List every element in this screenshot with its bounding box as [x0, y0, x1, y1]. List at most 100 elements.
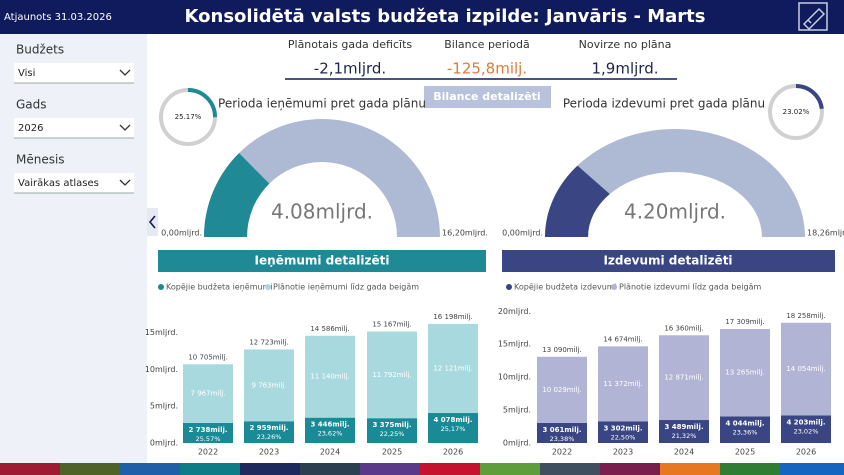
dropdown-value[interactable]: 2026: [18, 123, 43, 134]
bar-value-label: 11 792milj.: [372, 371, 411, 379]
gauge-track: [545, 129, 805, 237]
bar-total-label: 12 723milj.: [249, 338, 288, 346]
bar-segment: [781, 415, 831, 443]
bar-segment: [428, 413, 478, 443]
bar-percent-label: 21,32%: [672, 432, 697, 440]
balance-button[interactable]: [424, 86, 551, 108]
x-tick-label: 2026: [443, 448, 463, 457]
section-title[interactable]: Izdevumi detalizēti: [603, 254, 732, 268]
kpi-value: -125,8milj.: [447, 60, 527, 78]
dropdown-value[interactable]: Visi: [18, 68, 35, 79]
bar-value-label: 14 054milj.: [786, 365, 825, 373]
gauge-limit: 0,00mljrd.: [502, 229, 543, 238]
y-tick-label: 15mljrd.: [145, 328, 178, 337]
bar-segment: [367, 331, 417, 419]
x-tick-label: 2025: [735, 448, 755, 457]
donut-fill: [795, 84, 824, 110]
bar-value-label: 12 871milj.: [664, 374, 703, 382]
filter-label: Gads: [16, 98, 47, 112]
bar-value-label: 4 044milj.: [725, 419, 764, 427]
x-tick-label: 2023: [259, 448, 279, 457]
bar-total-label: 16 360milj.: [664, 324, 703, 332]
bar-percent-label: 23,26%: [257, 433, 282, 441]
bar-segment: [781, 322, 831, 416]
balance-button-label[interactable]: Bilance detalizēti: [433, 90, 540, 103]
bar-total-label: 14 674milj.: [603, 335, 642, 343]
bar-total-label: 17 309milj.: [725, 318, 764, 326]
bar-total-label: 14 586milj.: [310, 325, 349, 333]
dropdown-chevron: [119, 179, 131, 186]
bar-segment: [537, 356, 587, 423]
bar-value-label: 3 375milj.: [372, 421, 411, 429]
page-title: Konsolidētā valsts budžeta izpilde: Janv…: [185, 6, 706, 27]
bar-percent-label: 25,57%: [196, 435, 221, 443]
donut-label: 25.17%: [175, 113, 202, 121]
bar-value-label: 3 061milj.: [542, 426, 581, 434]
section-title[interactable]: Ieņēmumi detalizēti: [255, 254, 390, 268]
section-header[interactable]: [158, 250, 486, 272]
legend-swatch: [611, 284, 617, 290]
kpi-label: Novirze no plāna: [579, 38, 672, 51]
x-tick-label: 2023: [613, 448, 633, 457]
bar-value-label: 12 121milj.: [433, 364, 472, 372]
bar-value-label: 9 763milj.: [252, 381, 287, 389]
x-tick-label: 2024: [674, 448, 694, 457]
legend-swatch: [158, 284, 164, 290]
legend-label[interactable]: Kopējie budžeta ieņēmumi: [166, 283, 273, 293]
x-tick-label: 2024: [320, 448, 340, 457]
bar-value-label: 11 140milj.: [310, 373, 349, 381]
bar-segment: [305, 335, 355, 418]
bar-value-label: 13 265milj.: [725, 369, 764, 377]
bar-percent-label: 25,17%: [441, 425, 466, 433]
bar-segment: [537, 422, 587, 443]
gauge-fill: [545, 165, 610, 237]
gauge-track: [204, 119, 440, 237]
bar-segment: [183, 422, 233, 443]
bar-segment: [598, 421, 648, 443]
updated-date: Atjaunots 31.03.2026: [4, 12, 112, 23]
logo-icon: [798, 2, 828, 31]
bar-total-label: 16 198milj.: [433, 313, 472, 321]
bar-segment: [659, 420, 709, 443]
y-tick-label: 20mljrd.: [498, 307, 531, 316]
legend-label[interactable]: Plānotie izdevumi līdz gada beigām: [619, 283, 761, 292]
kpi-label: Bilance periodā: [444, 38, 529, 51]
collapse-button[interactable]: [147, 208, 158, 236]
dropdown[interactable]: [14, 173, 134, 193]
bar-value-label: 2 959milj.: [249, 424, 288, 432]
bar-percent-label: 23,62%: [318, 430, 343, 438]
gauge-title: Perioda ieņēmumi pret gada plānu: [218, 97, 426, 111]
dropdown-value[interactable]: Vairākas atlases: [18, 178, 99, 189]
bar-value-label: 3 446milj.: [310, 421, 349, 429]
y-tick-label: 0mljrd.: [150, 439, 178, 448]
y-tick-label: 5mljrd.: [150, 402, 178, 411]
y-tick-label: 5mljrd.: [503, 406, 531, 415]
dropdown[interactable]: [14, 118, 134, 138]
bar-percent-label: 23,02%: [794, 427, 819, 435]
bar-value-label: 4 078milj.: [433, 416, 472, 424]
y-tick-label: 15mljrd.: [498, 340, 531, 349]
gauge-value: 4.08mljrd.: [271, 200, 373, 224]
legend-label[interactable]: Plānotie ieņēmumi līdz gada beigām: [273, 283, 419, 293]
filter-label: Mēnesis: [16, 153, 65, 167]
donut-label: 23.02%: [783, 108, 810, 116]
dropdown[interactable]: [14, 63, 134, 83]
bar-segment: [428, 323, 478, 414]
bar-value-label: 3 489milj.: [664, 423, 703, 431]
bar-segment: [244, 349, 294, 422]
bar-segment: [244, 421, 294, 443]
donut-fill: [187, 88, 217, 118]
bar-percent-label: 22,50%: [611, 433, 636, 441]
legend-swatch: [506, 284, 512, 290]
header-bar: [0, 0, 844, 34]
bar-total-label: 15 167milj.: [372, 320, 411, 328]
dropdown-chevron: [119, 124, 131, 131]
section-header[interactable]: [502, 250, 835, 272]
bar-value-label: 7 967milj.: [191, 390, 226, 398]
bar-segment: [367, 418, 417, 443]
gauge-limit: 0,00mljrd.: [161, 229, 202, 238]
bar-segment: [598, 346, 648, 422]
bar-total-label: 18 258milj.: [786, 312, 825, 320]
legend-label[interactable]: Kopējie budžeta izdevumi: [514, 283, 617, 292]
